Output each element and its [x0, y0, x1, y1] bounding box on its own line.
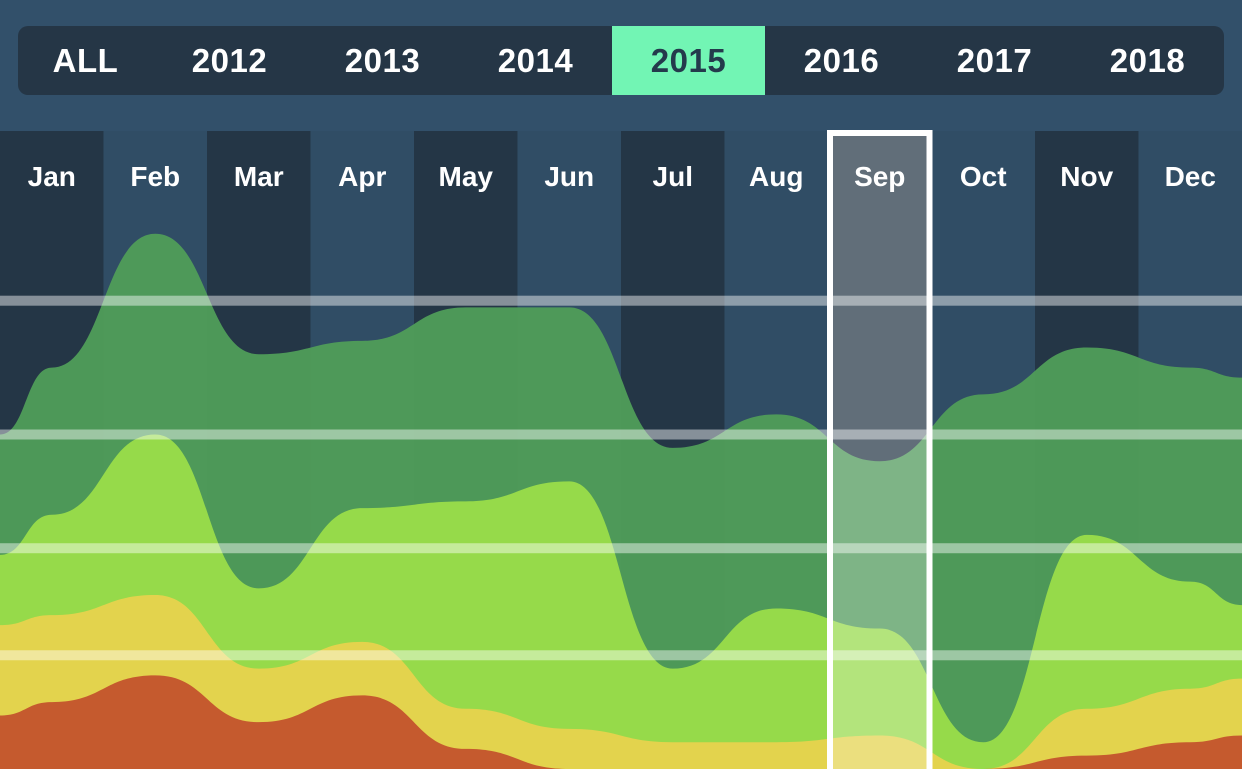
- year-tab-all[interactable]: ALL: [52, 41, 119, 79]
- month-label-sep[interactable]: Sep: [854, 161, 905, 192]
- month-label-feb[interactable]: Feb: [130, 161, 180, 192]
- area-layer-1: [0, 675, 1242, 769]
- year-filter-bar: ALL 2012 2013 2014 2015 2016 2017 2018: [18, 26, 1224, 95]
- month-label-mar[interactable]: Mar: [234, 161, 284, 192]
- year-tab-2016[interactable]: 2016: [803, 41, 880, 79]
- gridline-1: [0, 295, 1242, 306]
- selected-month-frame[interactable]: [827, 130, 933, 769]
- year-tab-2014[interactable]: 2014: [497, 41, 574, 79]
- year-tab-2018[interactable]: 2018: [1109, 41, 1186, 79]
- month-label-aug[interactable]: Aug: [749, 161, 803, 192]
- year-tab-2015[interactable]: 2015: [612, 26, 765, 95]
- month-label-jun[interactable]: Jun: [544, 161, 594, 192]
- gridline-4: [0, 650, 1242, 661]
- month-labels: Jan Feb Mar Apr May Jun Jul Aug Sep Oct Nov Dec: [28, 161, 1216, 192]
- month-label-dec[interactable]: Dec: [1165, 161, 1216, 192]
- gridlines: [0, 295, 1242, 661]
- selected-month-highlight: [827, 130, 933, 769]
- gridline-2: [0, 429, 1242, 440]
- month-label-nov[interactable]: Nov: [1060, 161, 1113, 192]
- gridline-3: [0, 543, 1242, 554]
- year-tab-2013[interactable]: 2013: [344, 41, 421, 79]
- month-label-oct[interactable]: Oct: [960, 161, 1007, 192]
- month-label-apr[interactable]: Apr: [338, 161, 386, 192]
- month-label-jan[interactable]: Jan: [28, 161, 76, 192]
- year-tab-2012[interactable]: 2012: [191, 41, 268, 79]
- year-tab-2017[interactable]: 2017: [956, 41, 1033, 79]
- month-label-jul[interactable]: Jul: [653, 161, 693, 192]
- month-label-may[interactable]: May: [439, 161, 494, 192]
